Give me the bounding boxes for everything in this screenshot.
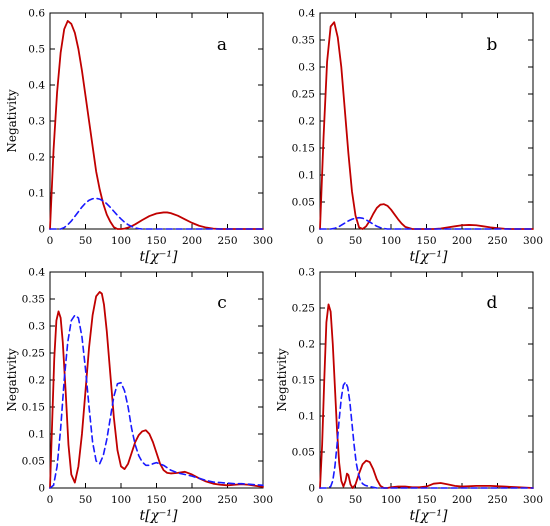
x-tick-label: 100	[111, 494, 131, 506]
x-tick-label: 150	[416, 235, 436, 247]
panel-c: 0 50 100 150 200 250 300 0 0.05 0.1 0.15 0.2 0.25 0.3…	[5, 267, 273, 525]
panel-label: c	[217, 293, 227, 313]
x-tick-label: 100	[381, 494, 401, 506]
series-line-solid	[49, 291, 264, 489]
x-tick-label: 150	[416, 494, 436, 506]
y-tick-label: 0.05	[22, 456, 45, 468]
y-tick-label: 0.25	[292, 303, 315, 315]
x-tick-label: 250	[217, 494, 237, 506]
x-tick-label: 300	[523, 494, 543, 506]
y-tick-label: 0.2	[28, 375, 45, 387]
x-tick-label: 150	[146, 494, 166, 506]
x-tick-label: 0	[47, 235, 54, 247]
x-tick-label: 250	[487, 235, 507, 247]
x-tick-label: 300	[523, 235, 543, 247]
y-tick-label: 0.2	[28, 152, 45, 164]
x-tick-label: 50	[349, 494, 362, 506]
y-tick-label: 0.1	[28, 188, 45, 200]
y-tick-label: 0.4	[298, 8, 315, 20]
series-line-dashed	[319, 381, 534, 489]
x-tick-label: 250	[217, 235, 237, 247]
y-tick-label: 0.3	[298, 62, 315, 74]
y-tick-label: 0.35	[292, 35, 315, 47]
plot-frame	[49, 12, 264, 230]
x-tick-label: 50	[79, 235, 92, 247]
y-tick-label: 0.35	[22, 294, 45, 306]
panel-label: d	[487, 293, 498, 313]
panel-a: 0 50 100 150 200 250 300 0 0.1 0.2 0.3 0.4 0.5 0.6 Neg…	[5, 8, 273, 266]
y-tick-label: 0.3	[28, 116, 45, 128]
x-tick-label: 50	[349, 235, 362, 247]
panel-label: a	[217, 35, 227, 55]
y-tick-label: 0	[38, 483, 45, 495]
panel-b: 0 50 100 150 200 250 300 0 0.05 0.1 0.15 0.2 0.25 0.3…	[292, 8, 543, 266]
x-tick-label: 0	[317, 235, 324, 247]
x-tick-label: 100	[111, 235, 131, 247]
x-axis-label: t[χ⁻¹]	[139, 249, 178, 265]
panel-d: 0 50 100 150 200 250 300 0 0.05 0.1 0.15 0.2 0.25 0.3…	[275, 267, 543, 525]
x-tick-label: 100	[381, 235, 401, 247]
x-tick-label: 200	[182, 494, 202, 506]
series-line-dashed	[49, 197, 264, 230]
y-tick-label: 0	[308, 483, 315, 495]
x-tick-label: 300	[253, 494, 273, 506]
y-tick-label: 0.4	[28, 80, 45, 92]
y-axis-label: Negativity	[275, 348, 289, 412]
y-tick-label: 0.3	[28, 321, 45, 333]
panel-label: b	[487, 35, 498, 55]
y-tick-label: 0.25	[292, 89, 315, 101]
series-line-dashed	[319, 216, 534, 230]
x-tick-label: 200	[452, 235, 472, 247]
series-line-solid	[319, 303, 534, 489]
y-tick-label: 0	[38, 224, 45, 236]
plot-frame	[319, 271, 534, 489]
x-tick-label: 0	[47, 494, 54, 506]
y-axis-label: Negativity	[5, 89, 19, 153]
y-tick-label: 0.05	[292, 197, 315, 209]
series-line-solid	[49, 20, 264, 230]
y-tick-label: 0.2	[298, 116, 315, 128]
y-tick-label: 0.05	[292, 447, 315, 459]
x-tick-label: 200	[182, 235, 202, 247]
y-tick-label: 0.15	[292, 375, 315, 387]
x-tick-label: 150	[146, 235, 166, 247]
y-tick-label: 0.25	[22, 348, 45, 360]
y-tick-label: 0.15	[292, 143, 315, 155]
y-tick-label: 0	[308, 224, 315, 236]
series-line-solid	[319, 21, 534, 230]
y-tick-label: 0.4	[28, 267, 45, 279]
y-tick-label: 0.1	[298, 411, 315, 423]
x-tick-label: 300	[253, 235, 273, 247]
y-tick-label: 0.1	[298, 170, 315, 182]
x-tick-label: 50	[79, 494, 92, 506]
series-line-dashed	[49, 314, 264, 489]
y-tick-label: 0.15	[22, 402, 45, 414]
y-tick-label: 0.3	[298, 267, 315, 279]
x-tick-label: 200	[452, 494, 472, 506]
y-tick-label: 0.5	[28, 44, 45, 56]
y-tick-label: 0.1	[28, 429, 45, 441]
x-tick-label: 250	[487, 494, 507, 506]
x-axis-label: t[χ⁻¹]	[409, 249, 448, 265]
y-tick-label: 0.6	[28, 8, 45, 20]
x-axis-label: t[χ⁻¹]	[139, 508, 178, 524]
x-axis-label: t[χ⁻¹]	[409, 508, 448, 524]
y-axis-label: Negativity	[5, 348, 19, 412]
y-tick-label: 0.2	[298, 339, 315, 351]
x-tick-label: 0	[317, 494, 324, 506]
